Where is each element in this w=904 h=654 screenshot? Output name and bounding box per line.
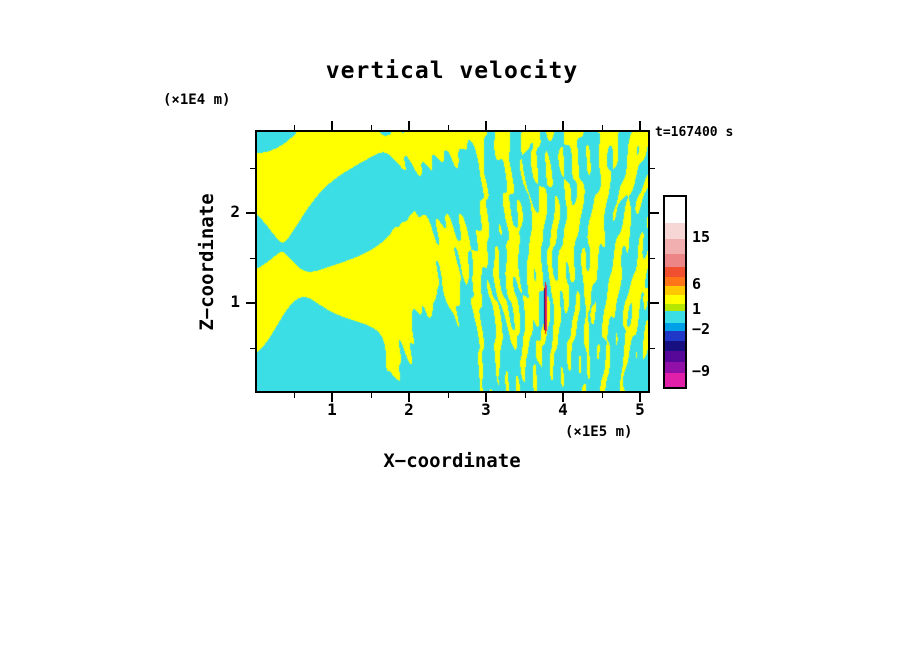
colorbar-segment (665, 323, 685, 331)
z-minor-tick (650, 258, 655, 259)
z-tick-label: 2 (230, 202, 240, 221)
colorbar-tick-label: 1 (692, 300, 702, 318)
colorbar-segment (665, 311, 685, 323)
colorbar-segment (665, 286, 685, 295)
x-major-tick (408, 393, 410, 402)
colorbar-tick-label: −9 (692, 362, 711, 380)
x-minor-tick (601, 393, 603, 398)
chart-title: vertical velocity (325, 58, 579, 84)
colorbar-segment (665, 331, 685, 341)
x-minor-tick (370, 393, 372, 398)
colorbar-segment (665, 341, 685, 351)
colorbar-segment (665, 239, 685, 254)
colorbar-segment (665, 254, 685, 267)
colorbar-segment (665, 304, 685, 311)
x-major-tick (485, 121, 487, 130)
x-minor-tick (524, 393, 526, 398)
x-major-tick (562, 393, 564, 402)
colorbar-segment (665, 197, 685, 223)
z-major-tick (650, 302, 659, 304)
z-tick-label: 1 (230, 292, 240, 311)
x-minor-tick (293, 393, 295, 398)
x-major-tick (639, 121, 641, 130)
x-minor-tick (601, 125, 603, 130)
x-major-tick (408, 121, 410, 130)
x-tick-label: 2 (404, 400, 414, 419)
colorbar-segment (665, 362, 685, 373)
x-axis-label: X−coordinate (383, 450, 521, 472)
plot-area (255, 130, 650, 393)
x-major-tick (485, 393, 487, 402)
colorbar-segment (665, 277, 685, 286)
colorbar (663, 195, 687, 389)
x-major-tick (331, 121, 333, 130)
x-tick-label: 5 (635, 400, 645, 419)
z-axis-unit-label: (×1E4 m) (163, 92, 231, 108)
colorbar-tick-label: 15 (692, 228, 711, 246)
colorbar-segment (665, 351, 685, 362)
x-minor-tick (370, 125, 372, 130)
colorbar-segment (665, 373, 685, 387)
z-major-tick (650, 212, 659, 214)
colorbar-tick-label: −2 (692, 320, 711, 338)
colorbar-segment (665, 223, 685, 239)
z-minor-tick (250, 258, 255, 259)
z-major-tick (246, 302, 255, 304)
x-tick-label: 1 (327, 400, 337, 419)
x-major-tick (331, 393, 333, 402)
x-major-tick (562, 121, 564, 130)
z-minor-tick (650, 348, 655, 349)
x-major-tick (639, 393, 641, 402)
z-major-tick (246, 212, 255, 214)
x-tick-label: 4 (558, 400, 568, 419)
time-annotation: t=167400 s (655, 125, 734, 140)
x-axis-unit-label: (×1E5 m) (565, 424, 633, 440)
colorbar-tick-label: 6 (692, 275, 702, 293)
x-minor-tick (447, 393, 449, 398)
colorbar-segment (665, 267, 685, 277)
colorbar-segment (665, 295, 685, 304)
z-minor-tick (250, 348, 255, 349)
x-minor-tick (293, 125, 295, 130)
x-tick-label: 3 (481, 400, 491, 419)
x-minor-tick (447, 125, 449, 130)
x-minor-tick (524, 125, 526, 130)
velocity-field-canvas (257, 132, 648, 391)
z-minor-tick (250, 168, 255, 169)
z-minor-tick (650, 168, 655, 169)
